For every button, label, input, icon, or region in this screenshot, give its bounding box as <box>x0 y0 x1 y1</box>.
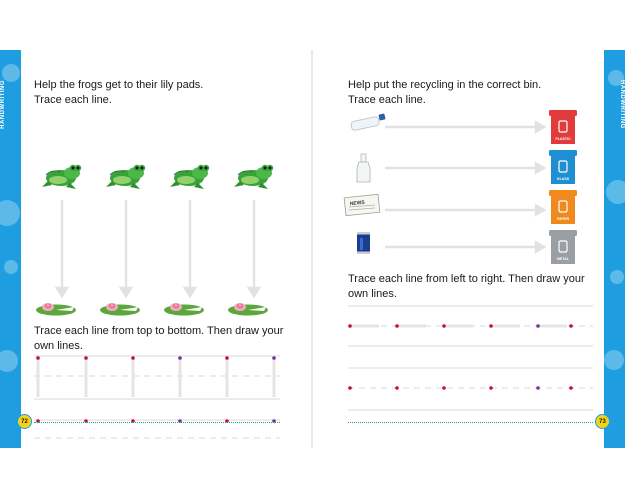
recycling-bins: PLASTIC GLASS PAPER METAL <box>549 110 577 264</box>
bin-lid <box>549 230 577 236</box>
decor-bubble <box>604 350 624 370</box>
bin-label: PAPER <box>557 217 570 221</box>
decor-bubble <box>608 70 624 86</box>
section-label: HANDWRITING <box>619 80 625 129</box>
arrow-head <box>246 286 262 299</box>
bin-lid <box>549 110 577 116</box>
decor-bubble <box>610 270 624 284</box>
vertical-trace-strokes[interactable] <box>36 358 276 397</box>
bin-symbol-icon <box>558 160 568 173</box>
newspaper-image: NEWS <box>343 193 381 217</box>
instruction-2: Trace each line from top to bottom. Then… <box>34 324 283 354</box>
instruction-2-line-1: Trace each line from top to bottom. Then… <box>34 325 284 337</box>
lily-pad-image <box>100 303 140 316</box>
left-page: HANDWRITING Help the frogs get to their … <box>0 50 312 448</box>
writing-guides <box>348 305 593 411</box>
right-page: HANDWRITING Help put the recycling in th… <box>313 50 625 448</box>
instruction-1: Help the frogs get to their lily pads. T… <box>34 78 203 108</box>
recycle-bin-metal: METAL <box>549 230 577 264</box>
instruction-2-line-2: own lines. <box>348 288 397 300</box>
bin-label: GLASS <box>557 177 570 181</box>
page-gutter <box>311 50 313 448</box>
recycling-tracing-area: NEWS PLAST <box>343 110 593 411</box>
decor-bubble <box>0 350 18 372</box>
bin-label: METAL <box>557 257 570 261</box>
bin-symbol-icon <box>558 240 568 253</box>
decor-bubble <box>606 180 625 204</box>
instruction-2: Trace each line from left to right. Then… <box>348 272 585 302</box>
instruction-1: Help put the recycling in the correct bi… <box>348 78 541 108</box>
decor-bubble <box>0 200 20 226</box>
arrow-head <box>54 286 70 299</box>
bin-symbol-icon <box>558 200 568 213</box>
footer-line <box>348 422 593 423</box>
instruction-1-line-2: Trace each line. <box>348 94 426 106</box>
arrow-head <box>118 286 134 299</box>
decor-bubble <box>2 64 20 82</box>
instruction-2-line-2: own lines. <box>34 340 83 352</box>
page-number: 73 <box>595 414 610 429</box>
glass-bottle-image <box>356 153 371 183</box>
bin-label: PLASTIC <box>555 137 571 141</box>
instruction-1-line-1: Help the frogs get to their lily pads. <box>34 79 204 91</box>
arrow-head <box>182 286 198 299</box>
bin-symbol-icon <box>558 120 568 133</box>
lily-pad-image <box>164 303 204 316</box>
decor-bubble <box>4 260 18 274</box>
recycle-bin-plastic: PLASTIC <box>549 110 577 144</box>
instruction-1-line-2: Trace each line. <box>34 94 112 106</box>
right-side-strip: HANDWRITING <box>604 50 625 448</box>
arrow-head <box>534 240 547 254</box>
frog-tracing-area <box>34 164 280 439</box>
frog-image <box>233 164 274 190</box>
newspaper-text: NEWS <box>350 200 366 208</box>
frog-image <box>105 164 146 190</box>
start-dots <box>36 356 276 423</box>
drink-can-image <box>357 232 370 254</box>
plastic-bottle-image <box>350 113 386 131</box>
arrow-head <box>534 120 547 134</box>
page-number: 72 <box>17 414 32 429</box>
lily-pad-image <box>36 303 76 316</box>
recycle-bin-paper: PAPER <box>549 190 577 224</box>
bin-lid <box>549 190 577 196</box>
recycle-bin-glass: GLASS <box>549 150 577 184</box>
frog-image <box>41 164 82 190</box>
frog-image <box>169 164 210 190</box>
bin-lid <box>549 150 577 156</box>
instruction-1-line-1: Help put the recycling in the correct bi… <box>348 79 542 91</box>
arrow-head <box>534 203 547 217</box>
instruction-2-line-1: Trace each line from left to right. Then… <box>348 273 585 285</box>
writing-guides <box>34 355 280 439</box>
start-dots <box>348 324 573 390</box>
left-side-strip: HANDWRITING <box>0 50 21 448</box>
lily-pad-image <box>228 303 268 316</box>
footer-line <box>34 422 280 423</box>
arrow-head <box>534 161 547 175</box>
